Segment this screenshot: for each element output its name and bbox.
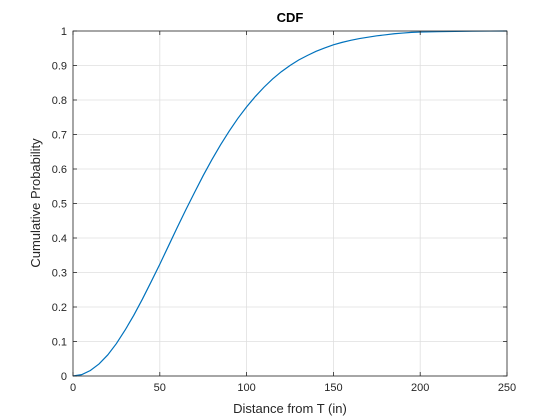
x-tick-label: 250 xyxy=(498,382,516,394)
y-tick-label: 0.4 xyxy=(52,233,67,245)
y-tick-label: 0.6 xyxy=(52,164,67,176)
x-tick-label: 100 xyxy=(237,382,255,394)
x-tick-label: 0 xyxy=(70,382,76,394)
y-tick-label: 0.8 xyxy=(52,95,67,107)
y-tick-label: 0 xyxy=(61,371,67,383)
x-axis-label: Distance from T (in) xyxy=(233,401,347,416)
y-tick-label: 0.3 xyxy=(52,268,67,280)
y-tick-label: 0.1 xyxy=(52,337,67,349)
x-tick-label: 50 xyxy=(154,382,166,394)
y-axis-label: Cumulative Probability xyxy=(28,138,43,268)
y-tick-labels: 0 0.1 0.2 0.3 0.4 0.5 0.6 0.7 0.8 0.9 1 xyxy=(52,26,67,383)
y-tick-label: 0.9 xyxy=(52,61,67,73)
series-line xyxy=(72,30,508,377)
y-tick-label: 0.2 xyxy=(52,302,67,314)
x-tick-label: 200 xyxy=(411,382,429,394)
tick-marks xyxy=(72,30,508,377)
y-tick-label: 1 xyxy=(61,26,67,38)
y-tick-label: 0.7 xyxy=(52,130,67,142)
x-tick-labels: 0 50 100 150 200 250 xyxy=(70,382,516,394)
grid-lines xyxy=(72,30,508,377)
x-tick-label: 150 xyxy=(324,382,342,394)
y-tick-label: 0.5 xyxy=(52,199,67,211)
chart-title: CDF xyxy=(277,10,304,25)
